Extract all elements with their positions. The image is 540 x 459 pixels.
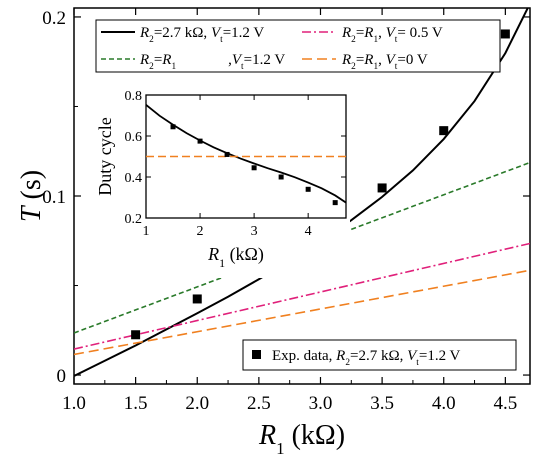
x-axis-sub: 1	[276, 439, 285, 458]
legend-label-0-part: =1.2 V	[223, 25, 265, 41]
inset-series-line-0	[146, 104, 346, 204]
inset-y-tick-label: 0.4	[125, 171, 143, 186]
legend-label-3-part: =	[356, 52, 364, 68]
legend-label-exp-part: =1.2 V	[419, 348, 461, 364]
y-tick-label: 0.1	[42, 187, 66, 208]
x-tick-label: 4.5	[493, 393, 517, 414]
inset-x-axis-sub: 1	[219, 256, 225, 270]
y-axis-var: T	[16, 204, 47, 222]
data-point	[192, 294, 202, 304]
data-point	[131, 330, 141, 340]
legend-label-1-part: =1.2 V	[244, 52, 286, 68]
legend-label-exp-part: =2.7 kΩ,	[350, 348, 407, 364]
legend: R2=2.7 kΩ, Vt=1.2 VR2=R1 ,Vt=1.2 VR2=R1, …	[95, 19, 517, 371]
legend-label-3-part: V	[386, 52, 397, 68]
legend-label-3-part: 1	[373, 62, 378, 72]
legend-label-2-part: R	[363, 25, 373, 41]
x-axis-title: R1 (kΩ)	[258, 420, 345, 458]
x-tick-label: 3.0	[309, 393, 333, 414]
series-line-3	[74, 269, 530, 356]
legend-label-1-part: V	[232, 52, 243, 68]
legend-label-0-part: R	[139, 25, 149, 41]
legend-label-1-part: t	[241, 62, 244, 72]
legend-label-3: R2=R1, Vt=0 V	[341, 52, 428, 72]
legend-label-1-part: ,	[228, 52, 232, 68]
legend-label-3-part: t	[395, 62, 398, 72]
legend-label-0-part: V	[211, 25, 222, 41]
inset-y-tick-label: 0.8	[125, 89, 143, 104]
legend-label-3-part: 2	[351, 62, 356, 72]
legend-label-2-part: t	[395, 35, 398, 45]
x-tick-label: 2.5	[247, 393, 271, 414]
x-tick-label: 4.0	[432, 393, 456, 414]
inset-y-axis-title: Duty cycle	[95, 117, 115, 195]
inset-data-point	[197, 138, 203, 144]
x-axis-unit: (kΩ)	[285, 420, 345, 451]
legend-label-exp-part: Exp. data,	[272, 348, 336, 364]
x-tick-label: 3.5	[370, 393, 394, 414]
inset-x-axis-title: R1 (kΩ)	[207, 244, 264, 270]
series-line-2	[74, 242, 530, 350]
legend-label-0-part: =2.7 kΩ,	[154, 25, 211, 41]
y-tick-label: 0.2	[42, 8, 66, 29]
legend-label-1-part: 2	[149, 62, 154, 72]
inset-data-point	[251, 165, 257, 171]
legend-label-3-part: R	[363, 52, 373, 68]
y-axis-unit: (s)	[16, 170, 47, 207]
data-point	[500, 29, 510, 39]
legend-label-3-part: R	[341, 52, 351, 68]
legend-label-2: R2=R1, Vt= 0.5 V	[341, 25, 443, 45]
legend-label-2-part: ,	[378, 25, 386, 41]
x-tick-label: 1.0	[62, 393, 86, 414]
inset-data-point	[170, 124, 176, 130]
legend-label-0: R2=2.7 kΩ, Vt=1.2 V	[139, 25, 264, 45]
inset-y-tick-label: 0.2	[125, 212, 143, 227]
inset-x-axis-unit: (kΩ)	[225, 244, 264, 265]
legend-label-1-part: R	[161, 52, 171, 68]
x-tick-label: 2.0	[185, 393, 209, 414]
legend-label-0-part: t	[220, 35, 223, 45]
inset-data-point	[305, 186, 311, 192]
inset-series	[146, 104, 346, 204]
legend-label-2-part: V	[386, 25, 397, 41]
inset-y-tick-label: 0.6	[125, 130, 143, 145]
legend-label-exp-part: 2	[345, 358, 350, 368]
x-axis-var: R	[258, 420, 276, 451]
legend-label-1: R2=R1 ,Vt=1.2 V	[139, 52, 285, 72]
inset-x-tick-label: 1	[143, 224, 150, 239]
y-axis-title: T (s)	[16, 170, 47, 222]
legend-label-1-part: 1	[171, 62, 176, 72]
legend-label-exp: Exp. data, R2=2.7 kΩ, Vt=1.2 V	[272, 348, 461, 368]
legend-label-3-part: =0 V	[397, 52, 427, 68]
inset-x-tick-label: 4	[305, 224, 312, 239]
legend-label-2-part: 1	[373, 35, 378, 45]
inset-data-point	[224, 151, 230, 157]
inset-data-point	[278, 174, 284, 180]
legend-label-exp-part: V	[407, 348, 418, 364]
inset-x-tick-label: 2	[197, 224, 204, 239]
legend-label-2-part: =	[356, 25, 364, 41]
legend-label-2-part: R	[341, 25, 351, 41]
legend-box-exp	[242, 339, 517, 371]
y-tick-label: 0	[57, 366, 67, 387]
legend-label-exp-part: R	[335, 348, 345, 364]
inset-x-tick-label: 3	[251, 224, 258, 239]
x-tick-label: 1.5	[124, 393, 148, 414]
legend-label-1-part: R	[139, 52, 149, 68]
legend-label-2-part: 2	[351, 35, 356, 45]
legend-label-0-part: 2	[149, 35, 154, 45]
legend-label-exp-part: t	[416, 358, 419, 368]
legend-label-3-part: ,	[378, 52, 386, 68]
data-point	[377, 183, 387, 193]
inset-data-point	[332, 200, 338, 206]
legend-label-1-part: =	[154, 52, 162, 68]
legend-box-top	[95, 19, 501, 73]
legend-swatch-exp	[252, 350, 261, 359]
data-point	[439, 126, 449, 136]
legend-label-2-part: = 0.5 V	[397, 25, 442, 41]
inset-x-axis-var: R	[207, 244, 219, 264]
